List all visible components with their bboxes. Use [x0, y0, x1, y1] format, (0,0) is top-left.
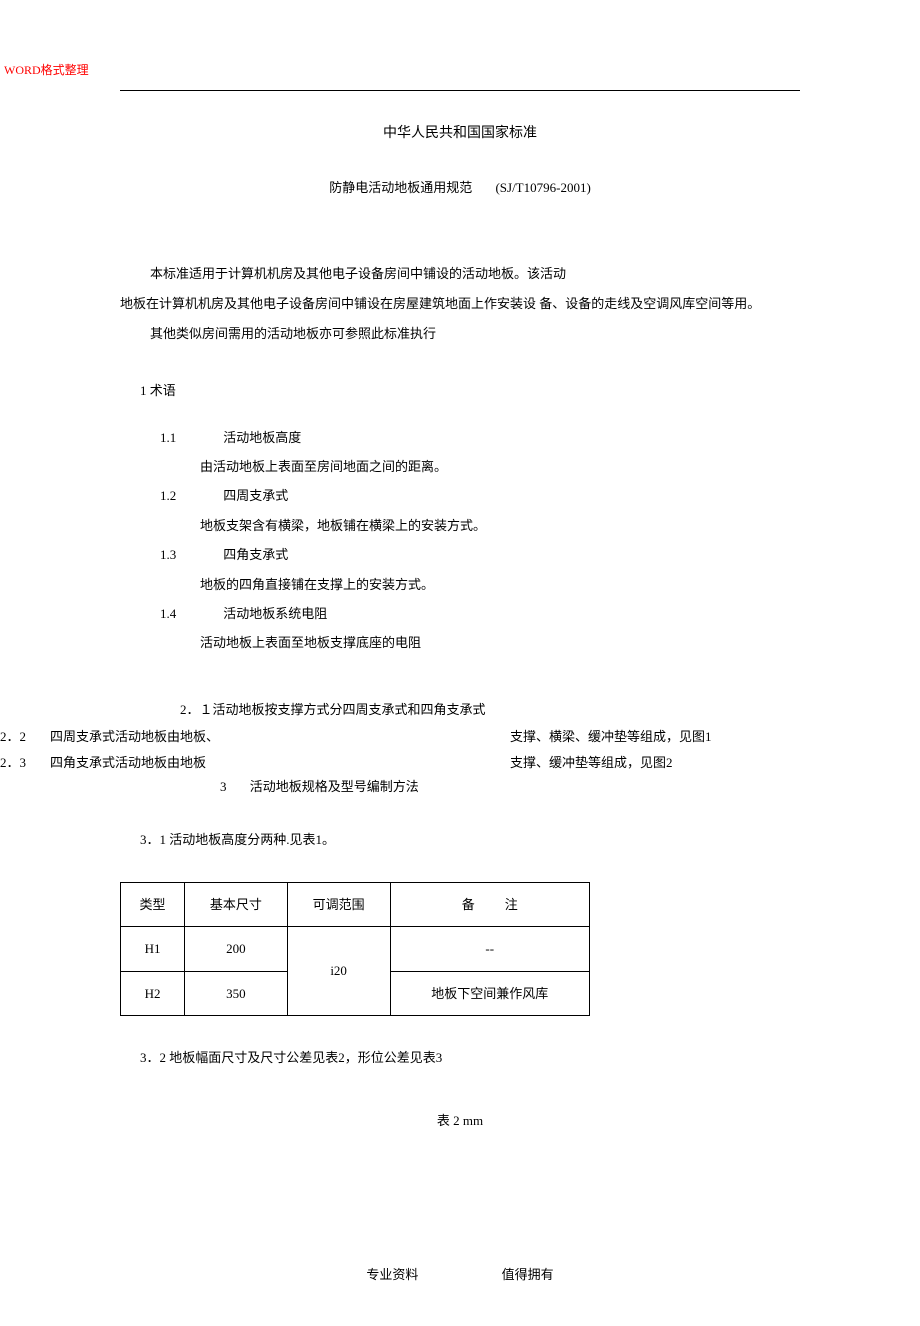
subtitle-text: 防静电活动地板通用规范 — [329, 180, 472, 195]
section-3-number: 3 — [220, 779, 247, 794]
table-row: H1 200 i20 -- — [121, 927, 590, 971]
row-number: 2．3 — [0, 751, 26, 774]
section-3-heading: 3 活动地板规格及型号编制方法 — [120, 775, 800, 798]
row-2-2: 2．2 四周支承式活动地板由地板、 支撑、横梁、缓冲垫等组成，见图1 — [0, 723, 920, 749]
document-content: 中华人民共和国国家标准 防静电活动地板通用规范 (SJ/T10796-2001)… — [0, 91, 920, 1326]
row-right-text: 支撑、横梁、缓冲垫等组成，见图1 — [510, 725, 712, 748]
intro-paragraph-1: 本标准适用于计算机机房及其他电子设备房间中铺设的活动地板。该活动 — [120, 259, 800, 289]
table-cell: i20 — [287, 927, 390, 1016]
definition-description: 由活动地板上表面至房间地面之间的距离。 — [160, 452, 800, 481]
document-title: 中华人民共和国国家标准 — [120, 91, 800, 176]
footer-right: 值得拥有 — [502, 1267, 554, 1282]
table-header-cell: 基本尺寸 — [185, 882, 288, 926]
line-2-1: 2．１活动地板按支撑方式分四周支承式和四角支承式 — [120, 658, 800, 723]
table-cell: H1 — [121, 927, 185, 971]
section-3-2: 3．2 地板幅面尺寸及尺寸公差见表2，形位公差见表3 — [120, 1016, 800, 1109]
footer-left: 专业资料 — [366, 1267, 498, 1282]
table-cell: 地板下空间兼作风库 — [390, 971, 590, 1015]
standard-code: (SJ/T10796-2001) — [475, 180, 590, 195]
table-2-label: 表 2 mm — [120, 1109, 800, 1252]
table-header-cell: 类型 — [121, 882, 185, 926]
row-right-text: 支撑、缓冲垫等组成，见图2 — [510, 751, 673, 774]
table-1: 类型 基本尺寸 可调范围 备注 H1 200 i20 -- H2 350 地板下… — [120, 882, 590, 1016]
table-cell: -- — [390, 927, 590, 971]
table-cell: 200 — [185, 927, 288, 971]
table-cell: 350 — [185, 971, 288, 1015]
definition-number: 1.1 — [160, 426, 200, 449]
section-3-title: 活动地板规格及型号编制方法 — [250, 779, 419, 794]
definition-number: 1.3 — [160, 543, 200, 566]
definition-label: 活动地板系统电阻 — [203, 606, 327, 621]
header-label: WORD格式整理 — [0, 0, 920, 90]
document-subtitle: 防静电活动地板通用规范 (SJ/T10796-2001) — [120, 176, 800, 259]
definition-number: 1.2 — [160, 484, 200, 507]
definitions-list: 1.1 活动地板高度 由活动地板上表面至房间地面之间的距离。 1.2 四周支承式… — [120, 423, 800, 658]
intro-paragraph-2: 地板在计算机机房及其他电子设备房间中铺设在房屋建筑地面上作安装设 备、设备的走线… — [120, 289, 800, 319]
page-footer: 专业资料 值得拥有 — [120, 1253, 800, 1326]
definition-number: 1.4 — [160, 602, 200, 625]
table-header-cell: 备注 — [390, 882, 590, 926]
definition-label: 四周支承式 — [203, 488, 288, 503]
definition-description: 地板的四角直接铺在支撑上的安装方式。 — [160, 570, 800, 599]
section-3-1: 3．1 活动地板高度分两种.见表1。 — [120, 798, 800, 881]
definition-item: 1.3 四角支承式 — [160, 540, 800, 569]
intro-paragraph-3: 其他类似房间需用的活动地板亦可参照此标准执行 — [120, 319, 800, 349]
definition-item: 1.4 活动地板系统电阻 — [160, 599, 800, 628]
definition-description: 活动地板上表面至地板支撑底座的电阻 — [160, 628, 800, 657]
table-1-wrap: 表1 mm 类型 基本尺寸 可调范围 备注 H1 200 i20 -- H2 3… — [120, 882, 800, 1016]
table-header-row: 类型 基本尺寸 可调范围 备注 — [121, 882, 590, 926]
definition-item: 1.2 四周支承式 — [160, 481, 800, 510]
table-cell: H2 — [121, 971, 185, 1015]
definition-label: 活动地板高度 — [203, 430, 301, 445]
definition-label: 四角支承式 — [203, 547, 288, 562]
definition-item: 1.1 活动地板高度 — [160, 423, 800, 452]
section-1-heading: 1 术语 — [120, 349, 800, 422]
table-header-cell: 可调范围 — [287, 882, 390, 926]
row-left-text: 四周支承式活动地板由地板、 — [50, 725, 219, 748]
row-2-3: 2．3 四角支承式活动地板由地板 支撑、缓冲垫等组成，见图2 — [0, 749, 920, 775]
definition-description: 地板支架含有横梁，地板铺在横梁上的安装方式。 — [160, 511, 800, 540]
row-left-text: 四角支承式活动地板由地板 — [50, 751, 206, 774]
row-number: 2．2 — [0, 725, 26, 748]
